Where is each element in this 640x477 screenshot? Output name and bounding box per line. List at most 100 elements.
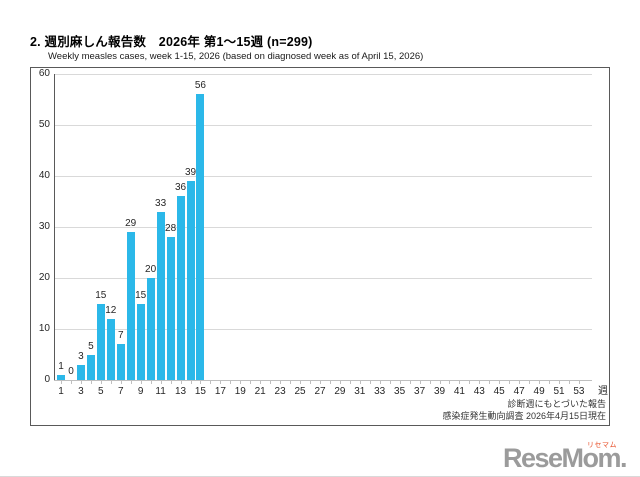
plot-area: 0 10 20 30 40 50 60 1 3 5 7 9 11 13 15 17 19 21 23 25 27 29 31… [31,68,609,425]
chart-footnote: 診断週にもとづいた報告 感染症発生動向調査 2026年4月15日現在 [442,398,606,422]
bar-week-3 [76,364,85,380]
bar-value-label-week-15: 56 [194,80,206,92]
x-axis-tick-label: 43 [473,386,485,397]
bar-value-label-week-1: 1 [58,360,64,372]
x-axis-tick-label: 47 [513,386,525,397]
x-axis-tick [160,381,162,384]
x-axis-tick-label: 5 [98,386,104,397]
bar-week-1 [57,374,65,380]
bar-week-14 [186,181,195,380]
x-axis-tick [170,381,172,384]
x-axis-tick-label: 49 [533,386,545,397]
x-axis-tick-label: 35 [394,386,406,397]
x-axis-tick-label: 9 [137,386,144,397]
bar-week-8 [126,232,135,380]
x-axis-tick [389,381,391,384]
x-axis-tick [449,381,451,384]
x-axis-tick [140,381,142,384]
x-axis-tick [359,381,361,384]
x-axis-tick [280,381,282,384]
footnote-line2: 感染症発生動向調査 2026年4月15日現在 [442,411,606,421]
x-axis-tick [240,381,242,384]
x-axis-tick-label: 37 [414,386,426,397]
y-axis-tick-label: 60 [38,68,50,79]
x-axis-tick [150,381,152,384]
bar-value-label-week-2: 0 [68,366,74,377]
bar-week-11 [156,211,165,380]
x-axis-tick [210,381,212,384]
x-axis-tick [578,381,580,384]
x-axis-tick [180,381,182,384]
y-axis-line [54,74,55,380]
y-gridline [54,125,592,126]
y-axis-tick-label: 50 [38,119,50,130]
x-axis-tick [329,381,331,384]
bar-week-7 [116,344,125,380]
y-gridline [54,176,592,177]
x-axis-tick-label: 25 [294,386,306,397]
x-axis-tick [71,381,72,384]
x-axis-tick [200,381,202,384]
x-axis-tick-label: 23 [274,386,286,397]
y-gridline [54,278,592,279]
x-axis-tick [509,381,511,384]
x-axis-tick [499,381,501,384]
x-axis-tick [469,381,471,384]
bar-value-label-week-13: 36 [174,182,187,194]
bar-value-label-week-6: 12 [105,304,117,316]
x-axis-tick-label: 29 [334,386,346,397]
bar-week-6 [106,318,115,380]
bar-value-label-week-5: 15 [95,289,107,301]
x-axis-tick [549,381,550,384]
x-axis-tick-label: 19 [234,386,246,397]
x-axis-tick [479,381,481,384]
y-axis-tick-label: 30 [38,221,50,232]
y-axis-tick-label: 0 [44,374,50,385]
bar-value-label-week-11: 33 [155,197,167,209]
x-axis-tick [90,381,92,384]
bar-week-4 [86,354,95,380]
x-axis-tick-label: 7 [118,386,124,397]
y-axis-tick-label: 20 [38,272,50,283]
bar-week-12 [166,237,175,380]
x-axis-tick-label: 15 [194,386,206,397]
bar-value-label-week-10: 20 [145,264,157,275]
x-axis-tick [310,381,311,384]
x-axis-tick [260,381,262,384]
x-axis-tick [369,381,371,384]
x-axis-tick [190,381,192,384]
bar-week-10 [146,278,155,380]
chart-title: 2. 週別麻しん報告数 2026年 第1～15週 (n=299) [30,35,313,49]
x-axis-tick [320,381,321,384]
x-axis-tick [439,381,441,384]
x-axis-tick [519,381,521,384]
x-axis-tick [489,381,491,384]
x-axis-tick-label: 51 [553,386,565,397]
x-axis-tick-label: 1 [58,386,64,397]
bar-value-label-week-9: 15 [135,289,147,301]
x-axis-tick-label: 45 [493,386,505,397]
x-axis-tick-label: 31 [354,386,366,397]
x-axis-tick-label: 27 [314,386,326,397]
bar-week-15 [196,94,205,380]
chart-subtitle: Weekly measles cases, week 1-15, 2026 (b… [48,51,424,62]
x-axis-tick [569,381,570,384]
y-gridline [54,329,592,330]
x-axis-tick [559,381,560,384]
x-axis-tick [539,381,541,384]
footnote-line1: 診断週にもとづいた報告 [507,399,606,409]
resemom-logo: リセマム ReseMom. [503,442,628,474]
x-axis-tick [230,381,232,384]
x-axis-tick-label: 21 [254,386,266,397]
x-axis-tick-label: 13 [174,386,187,397]
x-axis-tick-label: 11 [155,386,166,397]
x-axis-tick [120,381,122,384]
x-axis-tick [459,381,461,384]
x-axis-tick-label: 53 [573,386,585,397]
x-axis-unit-label: 週 [598,386,608,397]
x-axis-tick [270,381,272,384]
y-axis-tick-label: 10 [38,323,50,334]
x-axis-tick [379,381,381,384]
bar-week-5 [96,303,105,380]
chart-frame: 0 10 20 30 40 50 60 1 3 5 7 9 11 13 15 17 19 21 23 25 27 29 31… [30,67,610,426]
